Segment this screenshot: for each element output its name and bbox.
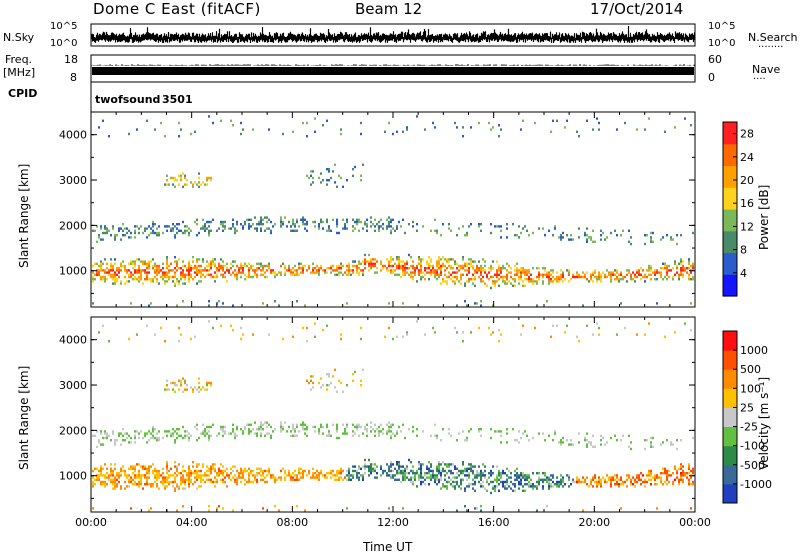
sky-left-tick-bottom: 10^0 [50,38,78,49]
sky-left-tick-top: 10^5 [50,21,78,32]
power-colorbar-segment [723,122,737,145]
freq-right-tick-top: 60 [708,53,722,66]
velocity-colorbar-segment [723,350,737,370]
velocity-colorbar-segment [723,331,737,351]
freq-right-tick-bottom: 0 [708,71,715,84]
freq-left-tick-top: 18 [64,53,78,66]
velocity-echo-field [92,320,694,512]
beam-title: Beam 12 [355,0,423,18]
power-colorbar-segment [723,187,737,210]
nave-dots: .... [753,71,766,82]
velocity-colorbar-segment [723,369,737,389]
power-colorbar-tick-label: 12 [740,220,754,233]
velocity-colorbar-tick-label: -100 [740,440,765,453]
station-title: Dome C East (fitACF) [93,0,261,18]
freq-left-tick-bottom: 8 [70,71,77,84]
time-tick-label: 16:00 [478,516,510,529]
velocity-colorbar-segment [723,426,737,447]
velocity-colorbar-tick-label: 25 [740,401,754,414]
date-title: 17/Oct/2014 [590,0,684,18]
velocity-ytick-label: 3000 [59,379,87,392]
velocity-colorbar-frame [722,330,738,504]
power-colorbar-segment [723,143,737,167]
time-tick-label: 00:00 [679,516,711,529]
velocity-ytick-label: 1000 [59,470,87,483]
nsearch-dots: ........ [758,39,784,50]
power-ytick-label: 1000 [59,265,87,278]
power-colorbar-segment [723,230,737,254]
sky-right-tick-top: 10^5 [708,21,736,32]
sky-right-tick-bottom: 10^0 [708,38,736,49]
velocity-colorbar-segment [723,388,737,408]
power-colorbar-tick-label: 24 [740,151,754,164]
cpid-id: 3501 [162,93,193,106]
cpid-label: CPID [8,87,38,100]
nsearch-label: N.Search [748,31,798,44]
freq-unit-label: [MHz] [3,66,36,79]
velocity-ytick-label: 4000 [59,334,87,347]
time-tick-label: 00:00 [75,516,107,529]
velocity-colorbar-tick-label: -25 [740,421,758,434]
velocity-colorbar-segment [723,407,737,427]
velocity-colorbar-tick-label: -500 [740,459,765,472]
time-tick-label: 08:00 [276,516,308,529]
power-colorbar-tick-label: 20 [740,174,754,187]
power-echo-field [92,115,694,307]
time-tick-label: 20:00 [578,516,610,529]
freq-label: Freq. [5,53,33,66]
power-colorbar-tick-label: 8 [740,244,747,257]
power-ytick-label: 2000 [59,219,87,232]
nave-trace [91,64,695,66]
power-colorbar-segment [723,165,737,188]
velocity-ytick-label: 2000 [59,424,87,437]
sky-noise-trace [90,26,696,43]
velocity-colorbar-tick-label: 1000 [740,344,768,357]
time-tick-label: 12:00 [377,516,409,529]
power-colorbar-segment [723,252,737,275]
velocity-colorbar-tick-label: 500 [740,363,761,376]
time-tick-label: 04:00 [176,516,208,529]
nave-label: Nave [752,63,781,76]
power-colorbar-segment [723,274,737,297]
cpid-program: twofsound [95,93,161,106]
velocity-colorbar-segment [723,445,737,466]
nsky-label: N.Sky [3,31,35,44]
velocity-colorbar-tick-label: 100 [740,382,761,395]
power-colorbar-tick-label: 4 [740,267,747,280]
power-ytick-label: 3000 [59,174,87,187]
power-ytick-label: 4000 [59,129,87,142]
velocity-colorbar-tick-label: -1000 [740,478,772,491]
power-colorbar-frame [722,121,738,297]
power-colorbar-segment [723,209,737,232]
freq-band [92,67,694,75]
velocity-colorbar-segment [723,483,737,504]
power-colorbar-tick-label: 28 [740,128,754,141]
velocity-colorbar-segment [723,464,737,485]
time-axis-label: Time UT [363,540,413,554]
power-colorbar-tick-label: 16 [740,197,754,210]
